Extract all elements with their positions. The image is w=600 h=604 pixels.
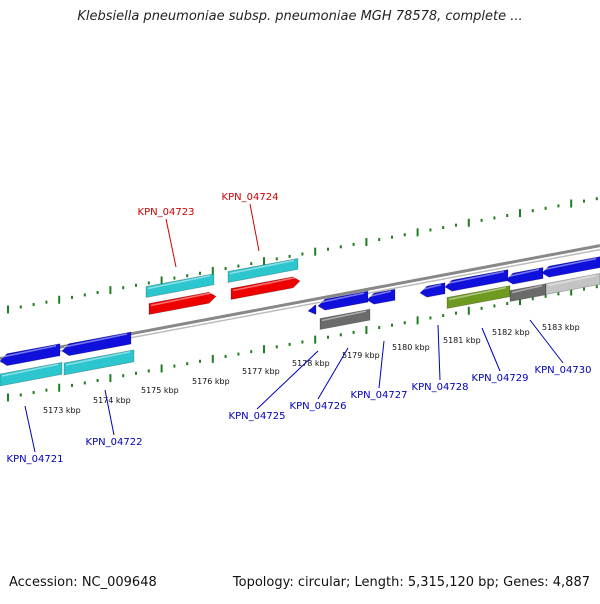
gene-kpn-04721-cds-highlight — [1, 363, 59, 377]
gene-kpn-04725 — [307, 304, 317, 315]
gene-kpn-04730-cds-highlight — [547, 274, 597, 287]
gene-kpn-04724-cds-highlight — [229, 259, 295, 275]
gene-kpn-04730-highlight — [543, 257, 597, 271]
gene-kpn-04724 — [230, 276, 301, 300]
map-title: Klebsiella pneumoniae subsp. pneumoniae … — [77, 9, 523, 24]
gene-kpn-04729-cds-highlight — [448, 286, 507, 301]
gene-kpn-04722-highlight — [63, 333, 128, 348]
gene-kpn-04729b-cds-highlight — [511, 285, 543, 294]
gene-kpn-04725-highlight — [309, 306, 313, 310]
gene-label: KPN_04728 — [412, 382, 469, 393]
gene-label-leader — [104, 389, 115, 436]
gene-kpn-04729 — [444, 269, 509, 292]
gene-kpn-04722 — [61, 331, 132, 357]
gene-kpn-04726-cds-highlight — [321, 310, 367, 322]
gene-label: KPN_04729 — [472, 373, 529, 384]
gene-kpn-04721-highlight — [1, 344, 57, 358]
gene-kpn-04726-highlight — [319, 292, 365, 304]
gene-label-leader — [481, 327, 501, 372]
gene-kpn-04721-cds — [0, 361, 63, 387]
gene-kpn-04722-cds — [63, 349, 135, 376]
gene-kpn-04723-cds-highlight — [147, 274, 211, 290]
gene-kpn-04728-highlight — [421, 284, 442, 291]
gene-label: KPN_04730 — [535, 365, 592, 376]
gene-label-leader — [378, 340, 385, 389]
gene-kpn-04727-highlight — [368, 290, 392, 298]
gene-label: KPN_04725 — [229, 411, 286, 422]
gene-label: KPN_04726 — [290, 401, 347, 412]
kbp-label: 5180 kbp — [392, 343, 430, 352]
gene-label-leader — [165, 218, 177, 268]
gene-kpn-04723-highlight — [150, 292, 213, 307]
gene-label: KPN_04727 — [351, 390, 408, 401]
gene-label: KPN_04721 — [7, 454, 64, 465]
kbp-label: 5174 kbp — [93, 396, 131, 405]
gene-kpn-04728 — [419, 282, 446, 298]
gene-kpn-04729b-highlight — [507, 268, 540, 278]
gene-kpn-04729b-cds — [509, 283, 547, 302]
gene-kpn-04727 — [366, 288, 396, 305]
gene-label-leader — [24, 405, 36, 453]
gene-kpn-04726 — [317, 290, 369, 311]
gene-kpn-04730-cds — [545, 272, 600, 295]
kbp-label: 5175 kbp — [141, 386, 179, 395]
kbp-label: 5173 kbp — [43, 406, 81, 415]
kbp-label: 5177 kbp — [242, 367, 280, 376]
gene-label-leader — [529, 319, 564, 364]
gene-label: KPN_04724 — [222, 192, 279, 203]
gene-kpn-04723-cds — [145, 273, 215, 298]
gene-label-leader — [437, 324, 441, 381]
gene-kpn-04721 — [0, 343, 61, 367]
kbp-label: 5183 kbp — [542, 323, 580, 332]
gene-kpn-04729-highlight — [446, 270, 505, 285]
kbp-label: 5182 kbp — [492, 328, 530, 337]
gene-label-leader — [256, 350, 319, 410]
gene-kpn-04724-cds — [227, 257, 299, 283]
kbp-label: 5178 kbp — [292, 359, 330, 368]
gene-label-leader — [317, 347, 349, 400]
kbp-label: 5181 kbp — [443, 336, 481, 345]
gene-label-leader — [249, 203, 260, 252]
gene-kpn-04726-cds — [319, 308, 371, 330]
accession-text: Accession: NC_009648 — [9, 575, 157, 590]
kbp-label: 5176 kbp — [192, 377, 230, 386]
gene-label: KPN_04722 — [86, 437, 143, 448]
gene-kpn-04723 — [148, 291, 217, 315]
gene-label: KPN_04723 — [138, 207, 195, 218]
genome-summary-text: Topology: circular; Length: 5,315,120 bp… — [232, 575, 590, 590]
gene-kpn-04730 — [541, 256, 600, 278]
gene-kpn-04724-highlight — [232, 276, 297, 292]
gene-kpn-04722-cds-highlight — [65, 351, 131, 366]
kbp-label: 5179 kbp — [342, 351, 380, 360]
